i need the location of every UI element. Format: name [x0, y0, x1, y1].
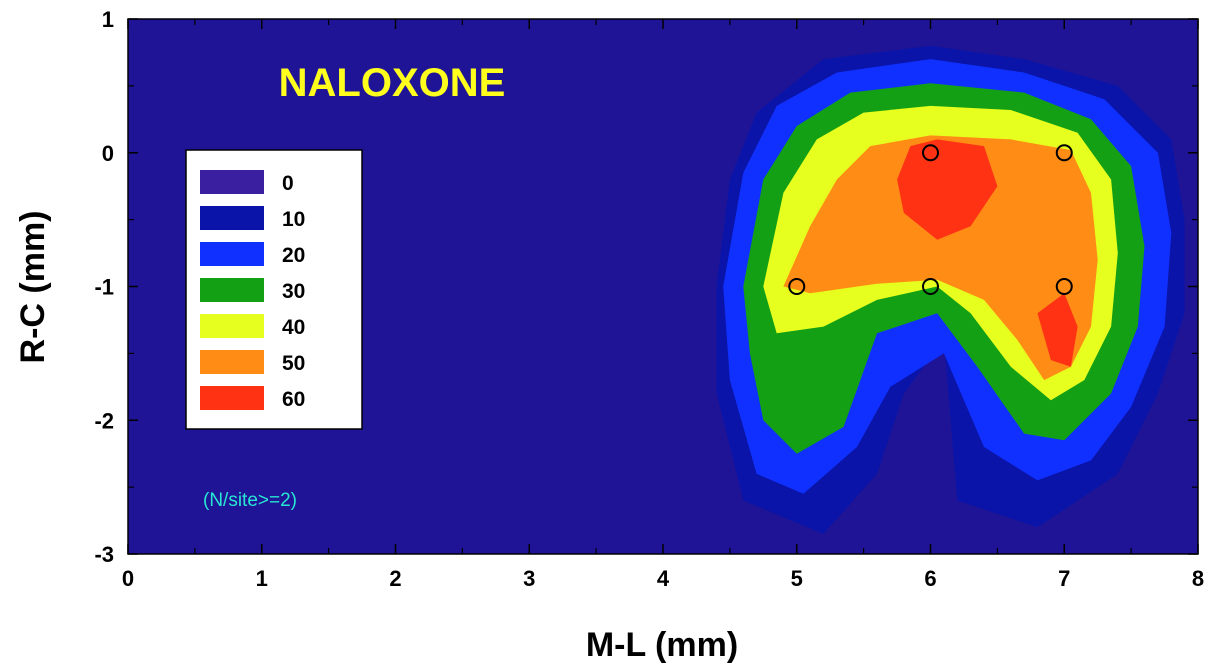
y-axis-title: R-C (mm) — [14, 211, 52, 364]
sample-size-annotation: (N/site>=2) — [203, 490, 297, 511]
site-marker — [788, 278, 806, 295]
legend: 0 10 20 30 40 50 60 — [185, 149, 363, 430]
contour-level-60 — [897, 139, 998, 240]
legend-items: 0 10 20 30 40 50 60 — [200, 170, 305, 411]
site-marker — [922, 278, 939, 295]
recording-sites — [788, 144, 1073, 295]
x-tick-label: 3 — [523, 566, 535, 591]
legend-label-60: 60 — [282, 388, 305, 411]
chart-title: NALOXONE — [279, 61, 506, 105]
y-tick-label: -1 — [94, 275, 114, 300]
legend-swatch-0 — [200, 170, 264, 194]
legend-label-0: 0 — [282, 172, 294, 195]
legend-label-50: 50 — [282, 352, 305, 375]
site-marker — [1055, 144, 1073, 162]
x-tick-label: 0 — [122, 566, 134, 591]
x-axis-title: M-L (mm) — [586, 626, 738, 664]
contour-level-50 — [783, 135, 1098, 381]
contour-layer — [716, 45, 1185, 534]
legend-swatch-50 — [200, 350, 264, 374]
legend-swatch-40 — [200, 314, 264, 338]
contour-level-60 — [1037, 293, 1078, 367]
y-tick-label: -3 — [94, 542, 114, 567]
axes: 0 1 2 3 4 5 6 7 810-1-2-3 — [94, 7, 1204, 591]
x-tick-label: 5 — [791, 566, 803, 591]
x-tick-label: 8 — [1192, 566, 1204, 591]
y-tick-label: 0 — [102, 141, 114, 166]
legend-swatch-30 — [200, 278, 264, 302]
site-marker — [922, 144, 939, 162]
legend-label-30: 30 — [282, 280, 305, 303]
legend-label-40: 40 — [282, 316, 305, 339]
x-tick-label: 1 — [256, 566, 268, 591]
y-tick-label: -2 — [94, 408, 114, 433]
legend-swatch-60 — [200, 386, 264, 410]
legend-label-20: 20 — [282, 244, 305, 267]
x-tick-label: 4 — [657, 566, 670, 591]
x-tick-label: 2 — [389, 566, 401, 591]
x-tick-label: 7 — [1058, 566, 1070, 591]
y-tick-label: 1 — [102, 7, 114, 32]
legend-label-10: 10 — [282, 208, 305, 231]
site-marker — [1055, 278, 1073, 295]
legend-swatch-10 — [200, 206, 264, 230]
x-tick-label: 6 — [924, 566, 936, 591]
legend-swatch-20 — [200, 242, 264, 266]
